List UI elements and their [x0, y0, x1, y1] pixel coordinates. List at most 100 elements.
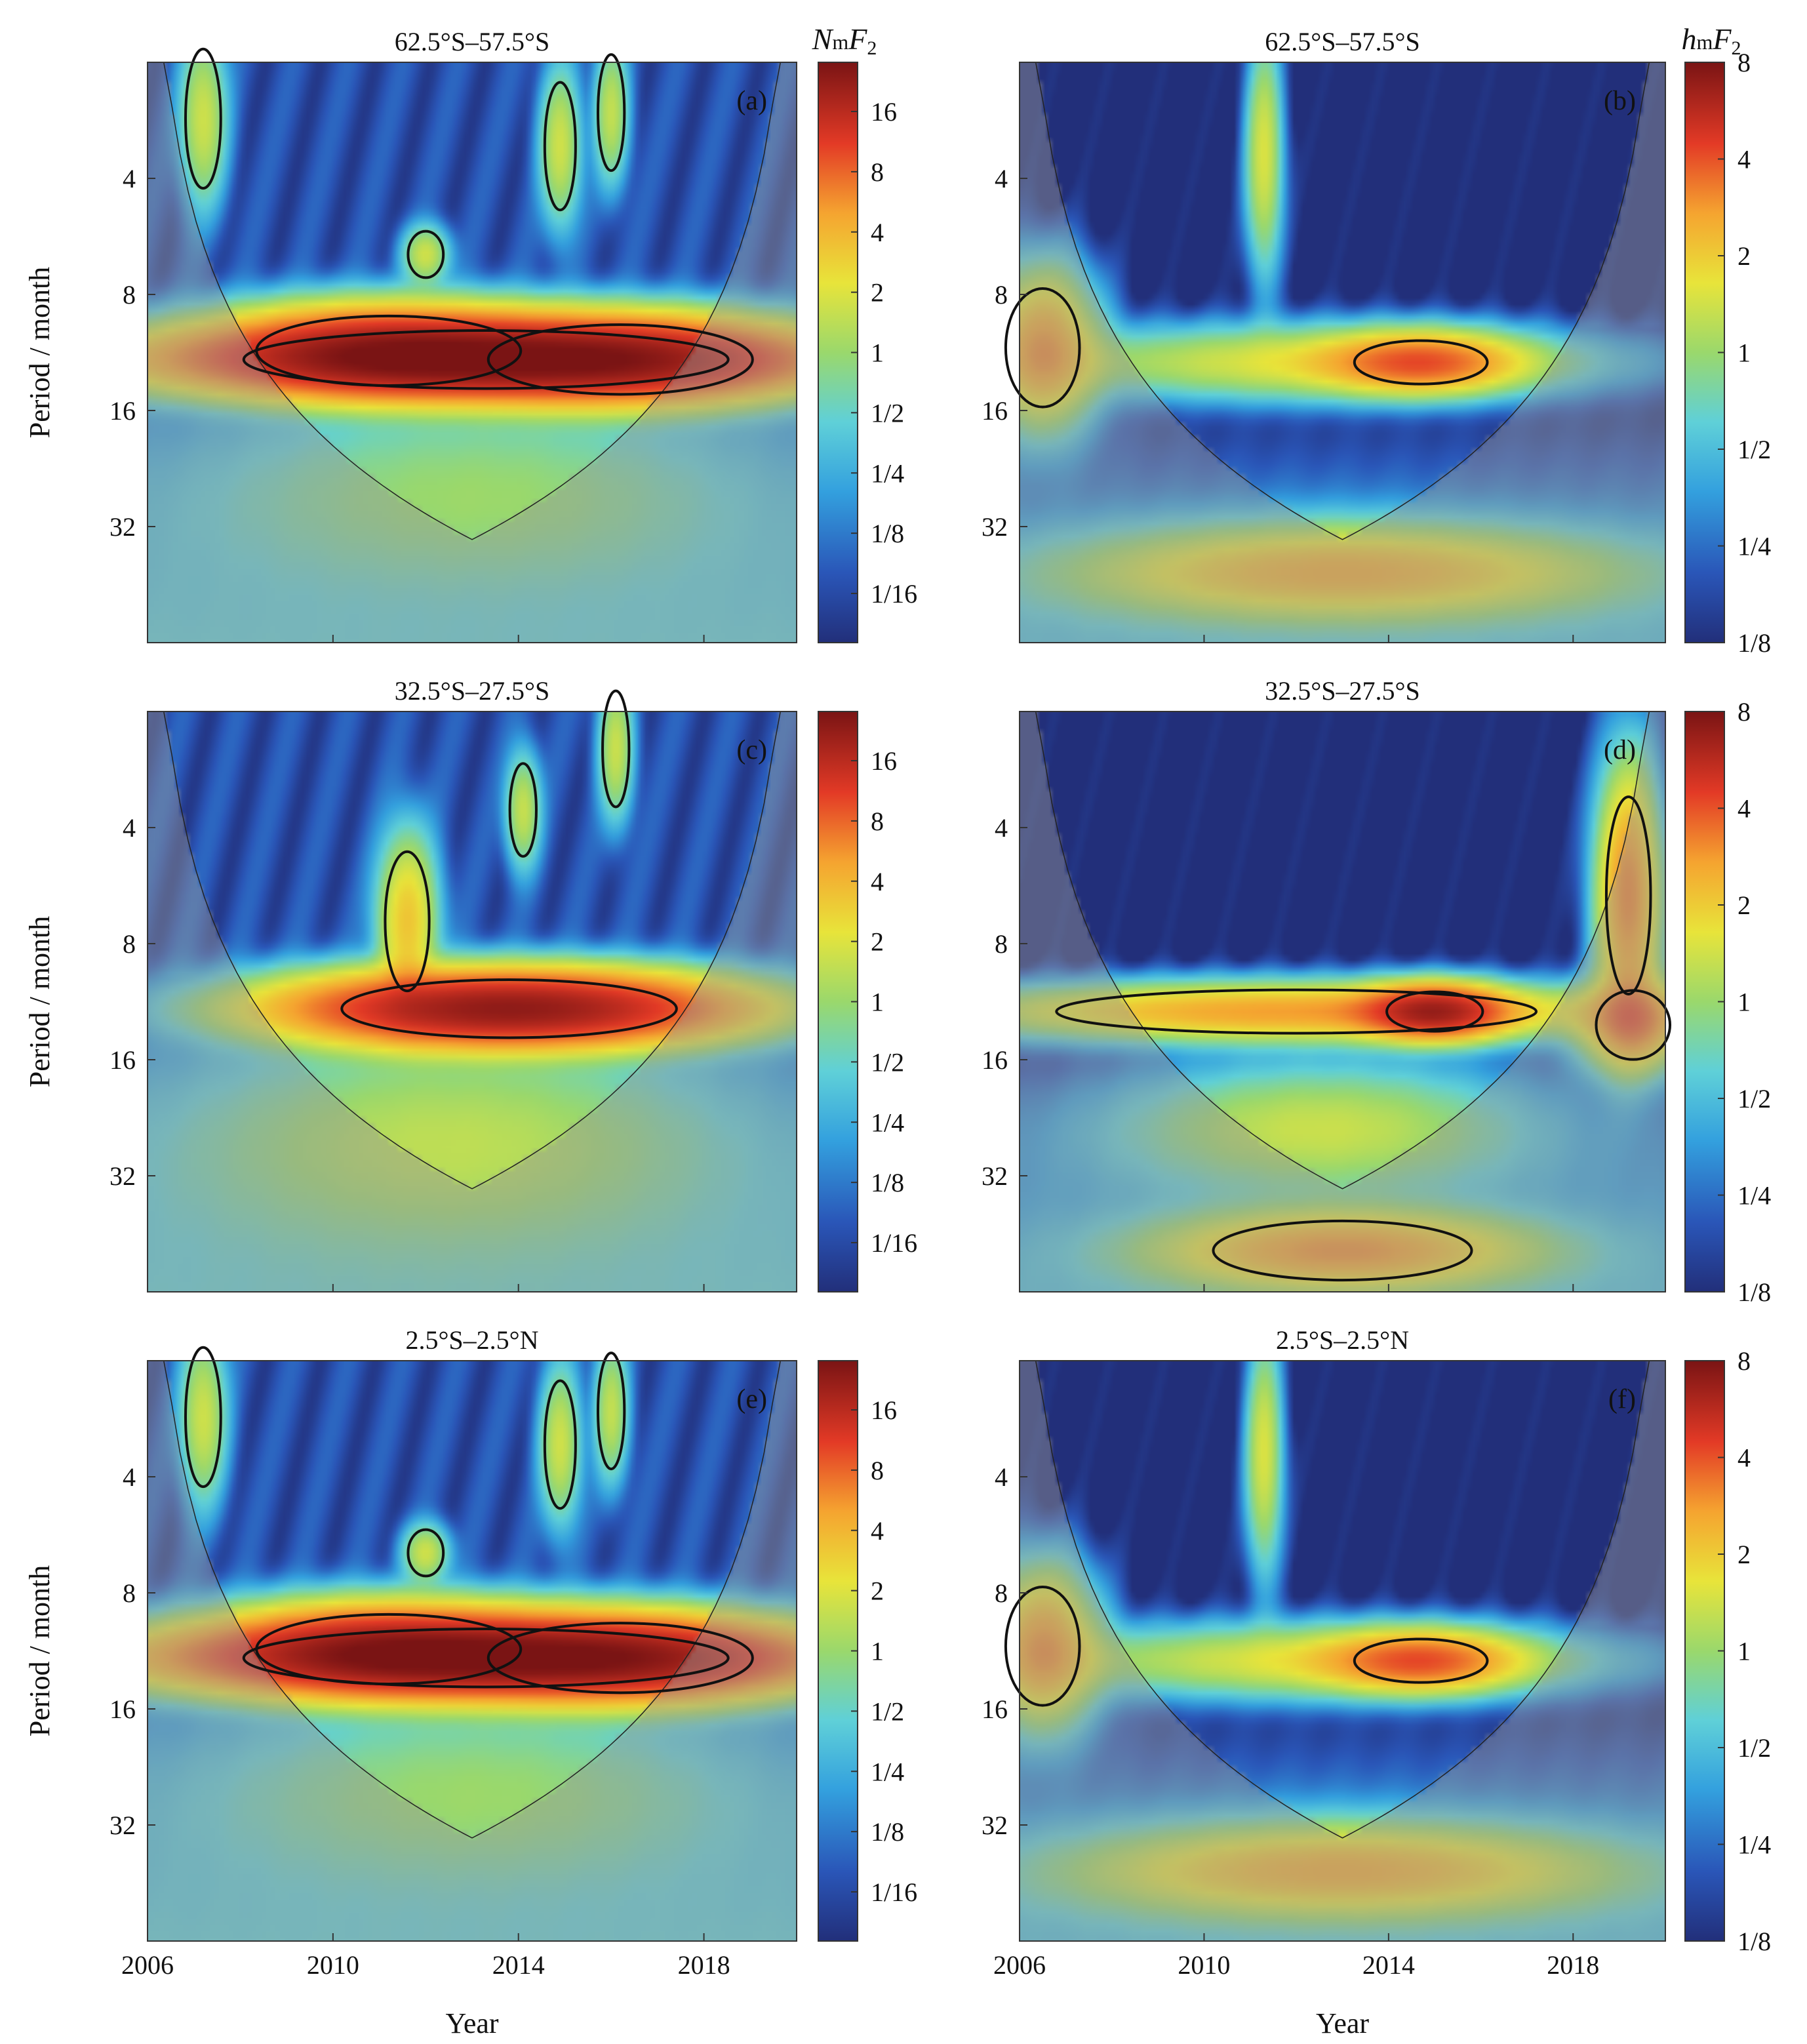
significance-contour [596, 53, 626, 172]
y-tick-label: 16 [109, 396, 136, 426]
significance-contour [543, 1379, 577, 1510]
panel-label: (e) [736, 1384, 767, 1414]
colorbar-tick-label: 1/4 [871, 1757, 904, 1786]
x-tick-label: 2018 [1547, 1950, 1599, 1980]
colorbar-tick-label: 2 [871, 1576, 884, 1606]
significance-contour [242, 329, 730, 390]
colorbar-tick-label: 1 [871, 1637, 884, 1666]
y-tick-label: 4 [123, 813, 136, 843]
colorbar-tick-label: 16 [871, 746, 897, 776]
y-tick-label: 32 [109, 1811, 136, 1840]
colorbar-tick-label: 1 [1738, 1637, 1751, 1666]
y-tick-label: 4 [123, 164, 136, 193]
axes-frame [147, 711, 797, 1293]
colorbar-tick-label: 8 [1738, 48, 1751, 77]
colorbar-tick-label: 8 [1738, 1346, 1751, 1376]
significance-contour [255, 1613, 523, 1686]
colorbar-tick-label: 8 [871, 807, 884, 836]
significance-contour [596, 1352, 626, 1471]
cone-of-influence [148, 62, 797, 540]
colorbar-tick-label: 16 [871, 1395, 897, 1425]
y-tick-label: 8 [995, 929, 1008, 959]
x-tick-label: 2014 [492, 1950, 545, 1980]
cone-of-influence [148, 711, 797, 1190]
colorbar-tick-label: 4 [1738, 1443, 1751, 1473]
colorbars-layer: 16 8 4 2 1 1/2 1/4 1/8 1/16 NmF2 8 4 2 1 1/2 1/4 1/8 hmF2… [812, 22, 1771, 1956]
colorbar-tick-label: 1/2 [871, 1047, 904, 1077]
colorbar-tick-label: 1/16 [871, 1228, 917, 1258]
axes-frame [1019, 62, 1666, 643]
significance-contour [184, 47, 222, 190]
colorbar-tick-label: 1/16 [871, 1877, 917, 1907]
panel-label: (f) [1608, 1384, 1636, 1414]
colorbar-tick-label: 8 [1738, 697, 1751, 727]
colorbar-nmf2-e: 16 8 4 2 1 1/2 1/4 1/8 1/16 [818, 1360, 917, 1942]
y-tick-label: 8 [123, 1578, 136, 1608]
colorbar-tick-label: 1/2 [1738, 1733, 1771, 1763]
significance-contour [508, 762, 538, 858]
colorbar-tick-label: 1/8 [871, 1168, 904, 1197]
y-tick-label: 32 [109, 1161, 136, 1191]
y-tick-label: 8 [123, 929, 136, 959]
significance-contour [1004, 1586, 1081, 1707]
y-tick-label: 16 [109, 1694, 136, 1724]
colorbar-tick-label: 4 [1738, 794, 1751, 824]
significance-contour [1595, 989, 1672, 1061]
y-tick-label: 8 [995, 280, 1008, 310]
x-tick-label: 2006 [121, 1950, 174, 1980]
significance-contour [384, 850, 431, 993]
colorbar-tick-label: 1/4 [871, 1108, 904, 1137]
x-tick-label: 2010 [1178, 1950, 1230, 1980]
axes-frame [1019, 1360, 1666, 1942]
y-axis-label: Period / month [24, 267, 56, 439]
significance-contour [184, 1346, 222, 1489]
colorbar-title: hmF2 [1682, 22, 1741, 59]
panel-title: 2.5°S–2.5°N [1276, 1325, 1409, 1355]
significance-contour [407, 1528, 445, 1578]
colorbar-tick-label: 2 [1738, 891, 1751, 920]
y-axis-label: Period / month [24, 1565, 56, 1737]
colorbar-tick-label: 1/2 [871, 398, 904, 428]
panel-label: (d) [1604, 735, 1636, 765]
panel-title: 62.5°S–57.5°S [395, 27, 549, 56]
x-tick-label: 2006 [993, 1950, 1046, 1980]
y-tick-label: 16 [982, 1694, 1008, 1724]
panel-label: (a) [736, 86, 767, 116]
wavelet-power-heatmap [148, 1361, 797, 1941]
axes-frame [1019, 711, 1666, 1293]
colorbar-tick-label: 1/8 [871, 1817, 904, 1847]
cone-of-influence [1020, 1360, 1665, 1839]
colorbar-hmf2-f: 8 4 2 1 1/2 1/4 1/8 [1684, 1346, 1771, 1956]
x-tick-label: 2014 [1362, 1950, 1415, 1980]
wavelet-power-heatmap [1020, 1361, 1665, 1941]
panel-title: 62.5°S–57.5°S [1265, 27, 1420, 56]
colorbar-tick-label: 2 [1738, 1540, 1751, 1569]
y-tick-label: 32 [109, 512, 136, 542]
colorbar-nmf2-a: 16 8 4 2 1 1/2 1/4 1/8 1/16 NmF2 [812, 22, 917, 643]
colorbar-tick-label: 4 [871, 218, 884, 247]
y-tick-label: 8 [123, 280, 136, 310]
x-tick-label: 2018 [678, 1950, 730, 1980]
colorbar-tick-label: 1/2 [871, 1696, 904, 1726]
colorbar-tick-label: 2 [871, 927, 884, 957]
y-tick-label: 16 [109, 1045, 136, 1075]
panel-c: 32.5°S–27.5°S (c) 4 8 16 32 Period / month [24, 676, 797, 1293]
colorbar-tick-label: 16 [871, 97, 897, 127]
colorbar-tick-label: 1 [871, 338, 884, 368]
significance-contour [255, 314, 523, 388]
colorbar-tick-label: 4 [871, 1516, 884, 1546]
y-axis-label: Period / month [24, 916, 56, 1088]
panel-a: 62.5°S–57.5°S (a) 4 8 16 32 Period / month [24, 27, 797, 643]
colorbar-tick-label: 1/8 [871, 519, 904, 548]
colorbar-hmf2-b: 8 4 2 1 1/2 1/4 1/8 hmF2 [1682, 22, 1772, 658]
significance-contour [242, 1627, 730, 1689]
colorbar-tick-label: 2 [1738, 241, 1751, 271]
y-tick-label: 16 [982, 396, 1008, 426]
cone-of-influence [148, 1360, 797, 1839]
y-tick-label: 32 [982, 1161, 1008, 1191]
y-tick-label: 16 [982, 1045, 1008, 1075]
wavelet-power-heatmap [148, 711, 797, 1292]
colorbar-tick-label: 4 [1738, 145, 1751, 174]
colorbar-tick-label: 1 [871, 988, 884, 1017]
colorbar-tick-label: 1 [1738, 338, 1751, 368]
